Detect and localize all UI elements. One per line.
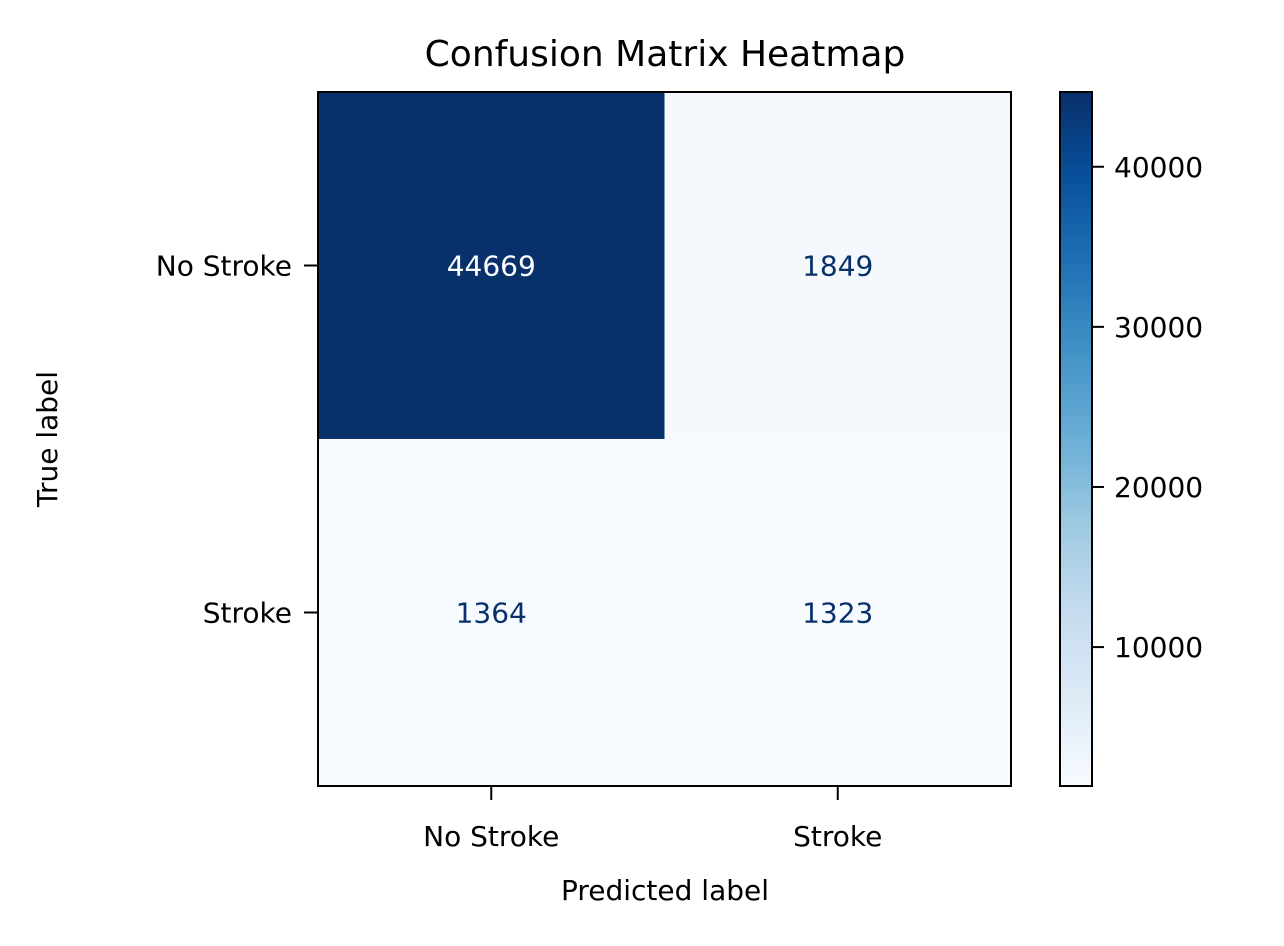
- colorbar-gradient: [1060, 92, 1092, 786]
- cell-value-label: 1364: [456, 597, 527, 630]
- x-axis: No Stroke Stroke: [423, 786, 882, 853]
- colorbar-tick-label: 30000: [1114, 311, 1203, 344]
- cell-value-label: 1849: [802, 250, 873, 283]
- y-tick-label: No Stroke: [156, 250, 292, 283]
- colorbar-tick-label: 40000: [1114, 151, 1203, 184]
- chart-title: Confusion Matrix Heatmap: [425, 34, 906, 75]
- x-tick-label: No Stroke: [423, 820, 559, 853]
- heatmap-cell: [664, 439, 1012, 787]
- heatmap-cell: [318, 439, 665, 787]
- colorbar-frame: [1059, 91, 1093, 787]
- colorbar-tick-label: 20000: [1114, 471, 1203, 504]
- y-axis: No Stroke Stroke: [156, 250, 318, 630]
- heatmap-cell: [318, 92, 665, 440]
- colorbar: 10000 20000 30000 40000: [1059, 91, 1203, 787]
- x-axis-label: Predicted label: [561, 874, 769, 907]
- heatmap-cell: [664, 92, 1012, 440]
- x-tick-label: Stroke: [793, 820, 882, 853]
- plot-frame: [317, 91, 1012, 787]
- colorbar-tick-label: 10000: [1114, 631, 1203, 664]
- y-axis-label: True label: [31, 371, 64, 508]
- y-tick-label: Stroke: [203, 597, 292, 630]
- cell-value-label: 44669: [447, 250, 536, 283]
- heatmap-cells: 44669 1849 1364 1323: [318, 92, 1012, 787]
- cell-value-label: 1323: [802, 597, 873, 630]
